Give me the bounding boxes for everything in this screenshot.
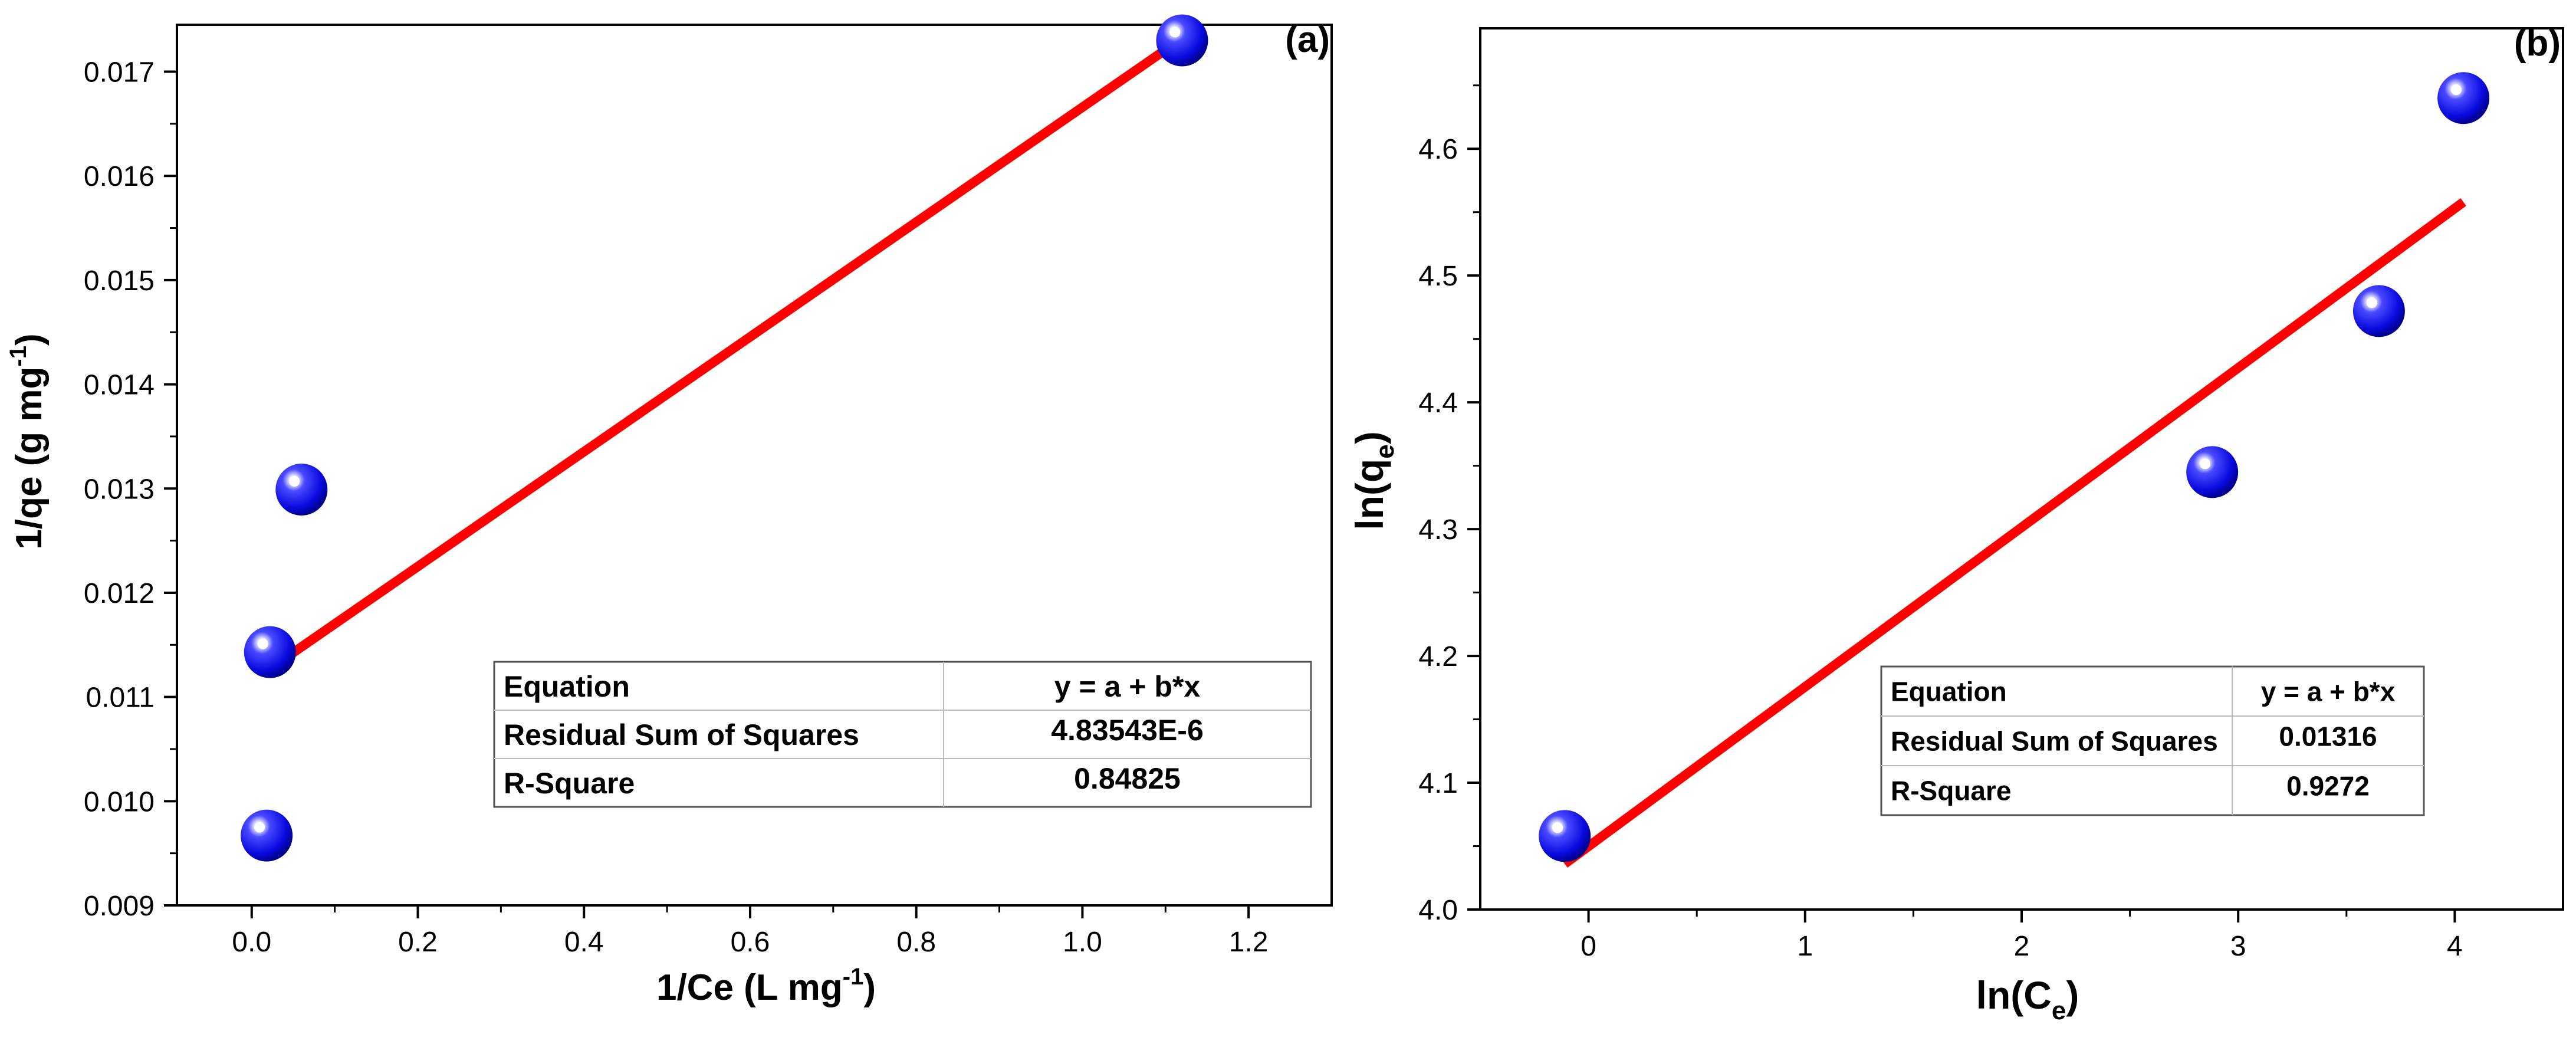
- x-tick-label: 4: [2447, 931, 2463, 962]
- y-tick-label: 0.012: [84, 578, 155, 609]
- x-tick-label: 0.4: [564, 927, 604, 958]
- stats-row-value: y = a + b*x: [1054, 670, 1201, 703]
- stats-row-label: R-Square: [504, 767, 635, 800]
- data-point-sphere: [1156, 14, 1208, 67]
- data-point-sphere: [1539, 810, 1591, 862]
- y-tick-label: 0.016: [84, 161, 155, 192]
- data-point-highlight: [1169, 27, 1181, 38]
- data-point: [241, 809, 293, 862]
- data-point: [2437, 72, 2490, 124]
- y-tick-label: 4.5: [1418, 261, 1458, 292]
- x-axis-title: ln(Ce): [1976, 973, 2079, 1025]
- data-point: [244, 626, 296, 678]
- y-tick-label: 4.3: [1418, 514, 1458, 546]
- x-tick-label: 0.6: [731, 927, 770, 958]
- stats-table-border: [493, 661, 1312, 808]
- panel-label: (a): [1285, 19, 1330, 60]
- x-tick-label: 0: [1581, 931, 1596, 962]
- data-point-highlight: [2366, 297, 2377, 308]
- y-tick-label: 0.013: [84, 474, 155, 505]
- panel-label: (b): [2514, 23, 2561, 64]
- data-point-highlight: [2451, 84, 2462, 96]
- data-point-highlight: [289, 476, 300, 487]
- y-tick-label: 4.6: [1418, 134, 1458, 165]
- x-tick-label: 0.2: [398, 927, 438, 958]
- y-tick-label: 4.4: [1418, 388, 1458, 419]
- y-tick-label: 4.0: [1418, 895, 1458, 926]
- x-tick-label: 1.0: [1063, 927, 1102, 958]
- stats-row-value: 4.83543E-6: [1051, 714, 1204, 747]
- data-point: [1156, 14, 1208, 67]
- stats-row-label: Residual Sum of Squares: [1891, 726, 2218, 757]
- stats-table: Equation y = a + b*x Residual Sum of Squar…: [493, 661, 1312, 808]
- stats-row-label: Residual Sum of Squares: [504, 718, 859, 751]
- x-tick-label: 1.2: [1229, 927, 1269, 958]
- y-axis-title: ln(qe): [1348, 431, 1399, 530]
- x-axis-title: 1/Ce (L mg-1): [656, 964, 876, 1008]
- data-point-highlight: [2200, 458, 2211, 470]
- data-point: [2186, 446, 2239, 498]
- plot-frame: [176, 24, 1333, 907]
- x-tick-label: 2: [2014, 931, 2030, 962]
- y-tick-label: 0.009: [84, 891, 155, 922]
- stats-row-label: Equation: [1891, 677, 2007, 707]
- x-tick-label: 1: [1797, 931, 1813, 962]
- y-tick-label: 0.014: [84, 370, 155, 401]
- stats-row-value: y = a + b*x: [2261, 677, 2396, 707]
- y-tick-label: 0.017: [84, 57, 155, 88]
- data-point: [275, 464, 328, 516]
- stats-row-value: 0.9272: [2286, 771, 2370, 802]
- stats-row-label: R-Square: [1891, 776, 2011, 806]
- stats-table: Equation y = a + b*x Residual Sum of Squar…: [1880, 665, 2425, 816]
- fit-line: [1562, 198, 2466, 868]
- chart-panel-b: 0 1 2 3 4 4.0 4.1 4.2 4.3 4.4 4.5 4.6 ln(Ce) ln(qe) (b…: [1348, 23, 2564, 1025]
- y-tick-label: 0.010: [84, 786, 155, 818]
- x-tick-label: 0.0: [232, 927, 271, 958]
- y-tick-label: 4.2: [1418, 641, 1458, 672]
- x-tick-label: 0.8: [896, 927, 936, 958]
- data-point: [2352, 285, 2405, 337]
- x-tick-label: 3: [2230, 931, 2246, 962]
- y-tick-label: 0.011: [86, 682, 155, 714]
- stats-row-value: 0.84825: [1074, 762, 1181, 795]
- data-point-sphere: [244, 626, 296, 678]
- fit-line: [265, 34, 1185, 674]
- data-point-sphere: [2186, 446, 2239, 498]
- stats-row-value: 0.01316: [2279, 721, 2377, 752]
- data-point-highlight: [257, 638, 268, 649]
- stats-table-border: [1880, 665, 2425, 816]
- data-point-sphere: [275, 464, 328, 516]
- data-point-highlight: [254, 822, 265, 833]
- y-axis-title: 1/qe (g mg-1): [5, 333, 50, 549]
- y-tick-label: 4.1: [1418, 768, 1458, 799]
- stats-row-label: Equation: [504, 670, 630, 703]
- data-point-sphere: [2352, 285, 2405, 337]
- data-point-sphere: [2437, 72, 2490, 124]
- y-tick-label: 0.015: [84, 265, 155, 297]
- data-point-highlight: [1552, 822, 1563, 833]
- data-point: [1539, 810, 1591, 862]
- chart-panel-a: 0.0 0.2 0.4 0.6 0.8 1.0 1.2 0.009 0.010 0.011 0.01…: [5, 14, 1333, 1008]
- data-point-sphere: [241, 809, 293, 862]
